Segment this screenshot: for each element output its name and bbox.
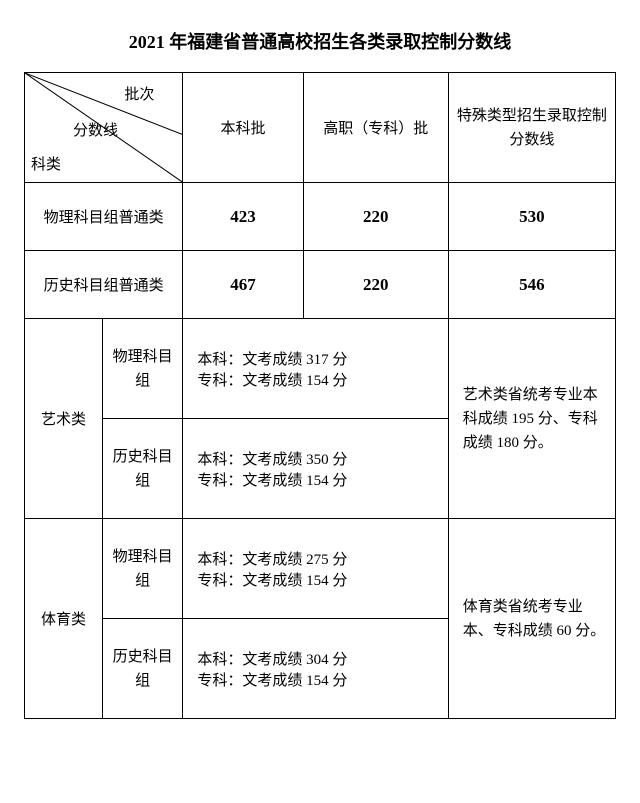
header-batch-label: 批次 [124, 83, 154, 104]
art-history-label: 历史科目组 [103, 419, 183, 519]
history-normal-special: 546 [448, 251, 615, 319]
col-benke: 本科批 [183, 73, 303, 183]
header-row: 批次 分数线 科类 本科批 高职（专科）批 特殊类型招生录取控制分数线 [25, 73, 616, 183]
sport-history-line1: 本科：文考成绩 304 分 [197, 648, 439, 669]
page-title: 2021 年福建省普通高校招生各类录取控制分数线 [24, 28, 616, 54]
history-normal-label: 历史科目组普通类 [25, 251, 183, 319]
art-physics-label: 物理科目组 [103, 319, 183, 419]
art-history-line2: 专科：文考成绩 154 分 [197, 469, 439, 490]
sport-history-line2: 专科：文考成绩 154 分 [197, 669, 439, 690]
art-label: 艺术类 [25, 319, 103, 519]
diagonal-header: 批次 分数线 科类 [25, 73, 183, 183]
history-normal-row: 历史科目组普通类 467 220 546 [25, 251, 616, 319]
art-history-line1: 本科：文考成绩 350 分 [197, 448, 439, 469]
art-physics-row: 艺术类 物理科目组 本科：文考成绩 317 分 专科：文考成绩 154 分 艺术… [25, 319, 616, 419]
sport-physics-label: 物理科目组 [103, 519, 183, 619]
sport-history-label: 历史科目组 [103, 619, 183, 719]
sport-physics-line2: 专科：文考成绩 154 分 [197, 569, 439, 590]
physics-normal-gaozhi: 220 [303, 183, 448, 251]
art-history-scores: 本科：文考成绩 350 分 专科：文考成绩 154 分 [183, 419, 448, 519]
sport-physics-line1: 本科：文考成绩 275 分 [197, 548, 439, 569]
score-table: 批次 分数线 科类 本科批 高职（专科）批 特殊类型招生录取控制分数线 物理科目… [24, 72, 616, 719]
sport-history-scores: 本科：文考成绩 304 分 专科：文考成绩 154 分 [183, 619, 448, 719]
col-special: 特殊类型招生录取控制分数线 [448, 73, 615, 183]
sport-note: 体育类省统考专业本、专科成绩 60 分。 [448, 519, 615, 719]
art-physics-line2: 专科：文考成绩 154 分 [197, 369, 439, 390]
art-physics-line1: 本科：文考成绩 317 分 [197, 348, 439, 369]
history-normal-gaozhi: 220 [303, 251, 448, 319]
sport-physics-scores: 本科：文考成绩 275 分 专科：文考成绩 154 分 [183, 519, 448, 619]
physics-normal-label: 物理科目组普通类 [25, 183, 183, 251]
header-score-label: 分数线 [73, 119, 118, 140]
physics-normal-row: 物理科目组普通类 423 220 530 [25, 183, 616, 251]
art-note: 艺术类省统考专业本科成绩 195 分、专科成绩 180 分。 [448, 319, 615, 519]
col-gaozhi: 高职（专科）批 [303, 73, 448, 183]
header-subject-label: 科类 [31, 153, 61, 174]
art-physics-scores: 本科：文考成绩 317 分 专科：文考成绩 154 分 [183, 319, 448, 419]
physics-normal-benke: 423 [183, 183, 303, 251]
sport-label: 体育类 [25, 519, 103, 719]
physics-normal-special: 530 [448, 183, 615, 251]
sport-physics-row: 体育类 物理科目组 本科：文考成绩 275 分 专科：文考成绩 154 分 体育… [25, 519, 616, 619]
history-normal-benke: 467 [183, 251, 303, 319]
